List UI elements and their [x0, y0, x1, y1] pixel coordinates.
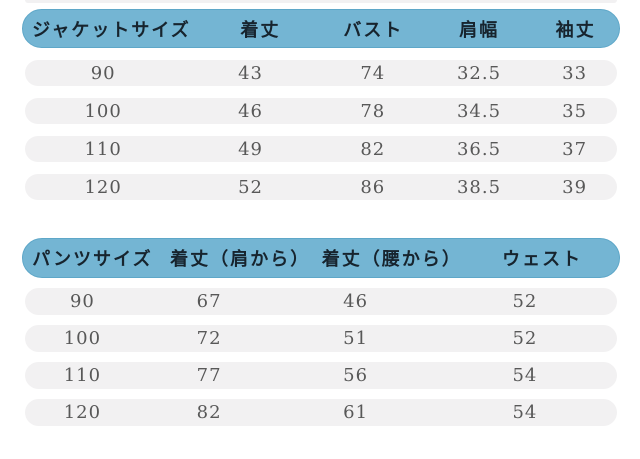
column-header-pants-size: パンツサイズ [32, 249, 153, 270]
table-cell: 46 [238, 100, 263, 122]
table-cell: 100 [63, 328, 102, 349]
table-row-jacket-120: 120 52 86 38.5 39 [25, 174, 617, 200]
table-cell: 78 [360, 100, 386, 122]
table-row-pants-90: 90 67 46 52 [25, 288, 617, 315]
table-cell: 38.5 [456, 176, 502, 198]
column-header-length: 着丈 [240, 19, 281, 41]
column-header-waist: ウェスト [502, 249, 583, 270]
table-cell: 120 [63, 402, 102, 423]
table-cell: 34.5 [456, 100, 502, 122]
table-cell: 43 [238, 62, 263, 84]
column-header-sleeve-length: 袖丈 [555, 19, 596, 41]
table-cell: 52 [512, 328, 538, 349]
table-cell: 51 [343, 328, 369, 349]
table-cell: 54 [512, 365, 538, 386]
column-header-shoulder-width: 肩幅 [459, 19, 500, 41]
table-cell: 110 [84, 138, 122, 160]
jacket-table-header-row: ジャケットサイズ 着丈 バスト 肩幅 袖丈 [22, 9, 620, 48]
table-cell: 82 [360, 138, 386, 160]
table-cell: 33 [562, 62, 588, 84]
table-cell: 61 [343, 402, 369, 423]
table-cell: 100 [84, 100, 122, 122]
table-row-jacket-100: 100 46 78 34.5 35 [25, 98, 617, 124]
table-cell: 86 [360, 176, 386, 198]
table-cell: 32.5 [456, 62, 502, 84]
table-row-jacket-110: 110 49 82 36.5 37 [25, 136, 617, 162]
cropped-row-remnant [25, 0, 617, 3]
table-cell: 90 [69, 291, 95, 312]
table-cell: 37 [562, 138, 588, 160]
table-row-pants-100: 100 72 51 52 [25, 325, 617, 352]
table-cell: 90 [90, 62, 116, 84]
table-cell: 39 [562, 176, 588, 198]
jacket-size-table: ジャケットサイズ 着丈 バスト 肩幅 袖丈 90 43 74 32.5 33 1… [0, 9, 640, 200]
column-header-bust: バスト [343, 19, 404, 41]
table-cell: 52 [238, 176, 263, 198]
column-header-length-from-waist: 着丈（腰から） [321, 249, 462, 270]
table-cell: 77 [196, 365, 222, 386]
pants-size-table: パンツサイズ 着丈（肩から） 着丈（腰から） ウェスト 90 67 46 52 … [0, 238, 640, 426]
table-cell: 46 [343, 291, 369, 312]
table-cell: 36.5 [456, 138, 502, 160]
table-cell: 56 [343, 365, 369, 386]
table-cell: 54 [512, 402, 538, 423]
table-cell: 35 [562, 100, 588, 122]
pants-table-header-row: パンツサイズ 着丈（肩から） 着丈（腰から） ウェスト [22, 238, 620, 278]
table-cell: 72 [196, 328, 222, 349]
column-header-length-from-shoulder: 着丈（肩から） [170, 249, 311, 270]
table-cell: 52 [512, 291, 538, 312]
table-cell: 49 [238, 138, 263, 160]
table-cell: 82 [196, 402, 222, 423]
column-header-jacket-size: ジャケットサイズ [32, 19, 191, 41]
table-row-pants-120: 120 82 61 54 [25, 399, 617, 426]
table-row-jacket-90: 90 43 74 32.5 33 [25, 60, 617, 86]
table-row-pants-110: 110 77 56 54 [25, 362, 617, 389]
table-cell: 67 [196, 291, 222, 312]
table-cell: 110 [63, 365, 102, 386]
table-cell: 74 [360, 62, 386, 84]
table-cell: 120 [84, 176, 122, 198]
